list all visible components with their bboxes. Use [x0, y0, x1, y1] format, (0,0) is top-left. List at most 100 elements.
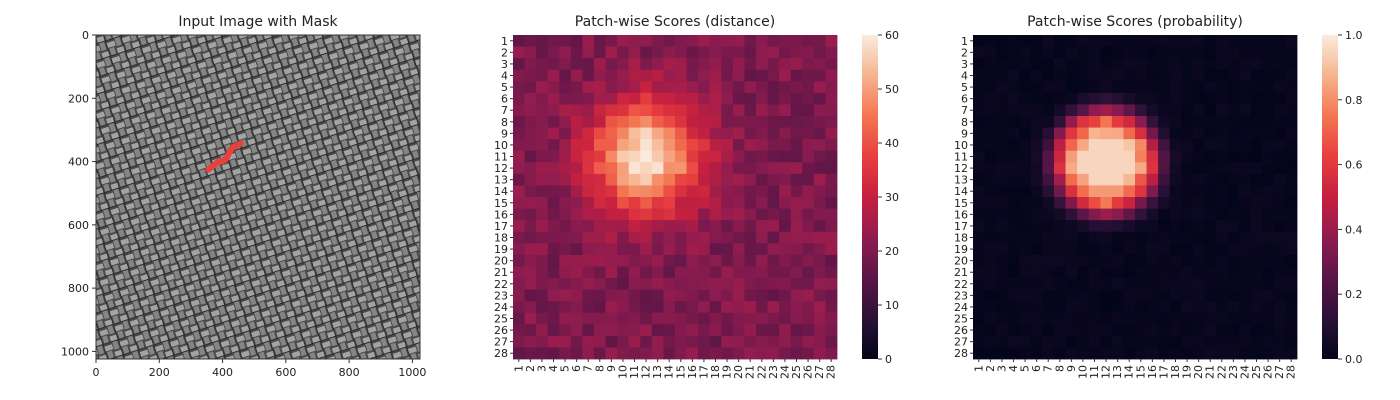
heatmap-cell — [1042, 254, 1055, 267]
heatmap-cell — [594, 69, 606, 82]
heatmap-cell — [802, 185, 815, 198]
heatmap-cell — [640, 92, 653, 105]
input-image-panel: Input Image with Mask 0 200 400 600 800 1000 … — [61, 14, 426, 379]
heatmap-cell — [813, 312, 826, 325]
y-tick-label: 10 — [494, 139, 508, 152]
heatmap-cell — [675, 335, 687, 348]
heatmap-cell — [1123, 289, 1136, 302]
heatmap-cell — [1158, 254, 1171, 267]
heatmap-cell — [1227, 139, 1240, 152]
heatmap-cell — [973, 278, 985, 290]
heatmap-cell — [640, 335, 653, 348]
heatmap-cell — [547, 81, 560, 94]
heatmap-cell — [1285, 324, 1298, 337]
heatmap-cell — [559, 162, 572, 175]
heatmap-cell — [756, 104, 768, 117]
heatmap-cell — [732, 162, 745, 175]
heatmap-cell — [536, 335, 549, 348]
heatmap-cell — [640, 150, 653, 163]
heatmap-cell — [1250, 208, 1263, 221]
heatmap-cell — [1250, 185, 1263, 198]
heatmap-cell — [1123, 266, 1136, 279]
heatmap-cell — [1192, 197, 1205, 209]
heatmap-cell — [1088, 197, 1101, 209]
colorbar-tick-label: 60 — [885, 29, 899, 42]
heatmap-cell — [1250, 335, 1263, 348]
heatmap-cell — [559, 46, 572, 59]
heatmap-cell — [802, 301, 815, 314]
heatmap-cell — [675, 231, 687, 244]
heatmap-cell — [767, 150, 780, 163]
heatmap-cell — [1042, 139, 1055, 152]
heatmap-cell — [790, 104, 803, 117]
heatmap-cell — [640, 104, 653, 117]
heatmap-cell — [651, 92, 664, 105]
heatmap-cell — [1273, 301, 1286, 314]
heatmap-cell — [605, 278, 618, 290]
heatmap-cell — [732, 301, 745, 314]
heatmap-cell — [594, 231, 606, 244]
heatmap-cell — [698, 127, 711, 140]
heatmap-cell — [617, 173, 630, 186]
x-tick-label: 8 — [1053, 365, 1066, 372]
heatmap-cell — [790, 324, 803, 337]
heatmap-cell — [559, 185, 572, 198]
heatmap-cell — [1123, 243, 1136, 256]
heatmap-cell — [675, 127, 687, 140]
heatmap-cell — [973, 69, 985, 82]
heatmap-cell — [1262, 162, 1275, 175]
heatmap-cell — [1123, 35, 1136, 47]
heatmap-cell — [1019, 231, 1032, 244]
heatmap-cell — [617, 92, 630, 105]
heatmap-cell — [973, 347, 985, 360]
heatmap-cell — [732, 197, 745, 209]
colorbar-tick-label: 30 — [885, 191, 899, 204]
heatmap-cell — [582, 254, 595, 267]
heatmap-cell — [1019, 127, 1032, 140]
heatmap-cell — [973, 266, 985, 279]
heatmap-cell — [663, 312, 676, 325]
heatmap-cell — [732, 46, 745, 59]
heatmap-cell — [984, 58, 997, 71]
heatmap-cell — [1273, 197, 1286, 209]
heatmap-cell — [825, 162, 838, 175]
heatmap-cell — [559, 231, 572, 244]
x-tick-label: 5 — [559, 365, 572, 372]
y-tick-label: 21 — [494, 266, 508, 279]
heatmap-cell — [617, 324, 630, 337]
heatmap-cell — [605, 347, 618, 360]
heatmap-cell — [1204, 208, 1217, 221]
heatmap-cell — [1088, 347, 1101, 360]
heatmap-cell — [1262, 69, 1275, 82]
heatmap-cell — [779, 185, 792, 198]
heatmap-cell — [1192, 324, 1205, 337]
heatmap-cell — [1054, 58, 1066, 71]
heatmap-cell — [1285, 254, 1298, 267]
heatmap-cell — [1007, 220, 1020, 233]
x-tick-label: 9 — [605, 365, 618, 372]
heatmap-cell — [1192, 81, 1205, 94]
heatmap-cell — [1239, 208, 1252, 221]
heatmap-cell — [640, 81, 653, 94]
heatmap-cell — [767, 266, 780, 279]
y-tick-label: 21 — [954, 266, 968, 279]
heatmap-cell — [547, 69, 560, 82]
heatmap-cell — [1169, 243, 1182, 256]
x-tick-label: 27 — [813, 365, 826, 379]
heatmap-cell — [570, 139, 583, 152]
heatmap-cell — [1100, 104, 1113, 117]
heatmap-cell — [605, 243, 618, 256]
heatmap-cell — [709, 58, 722, 71]
heatmap-cell — [813, 266, 826, 279]
heatmap-cell — [698, 197, 711, 209]
heatmap-cell — [1216, 347, 1228, 360]
heatmap-cell — [1135, 173, 1147, 186]
heatmap-cell — [973, 254, 985, 267]
heatmap-cell — [825, 220, 838, 233]
y-tick-label: 20 — [494, 255, 508, 268]
heatmap-cell — [1285, 116, 1298, 128]
heatmap-cell — [582, 289, 595, 302]
y-tick-label: 3 — [501, 58, 508, 71]
heatmap-cell — [698, 69, 711, 82]
heatmap-cell — [973, 127, 985, 140]
